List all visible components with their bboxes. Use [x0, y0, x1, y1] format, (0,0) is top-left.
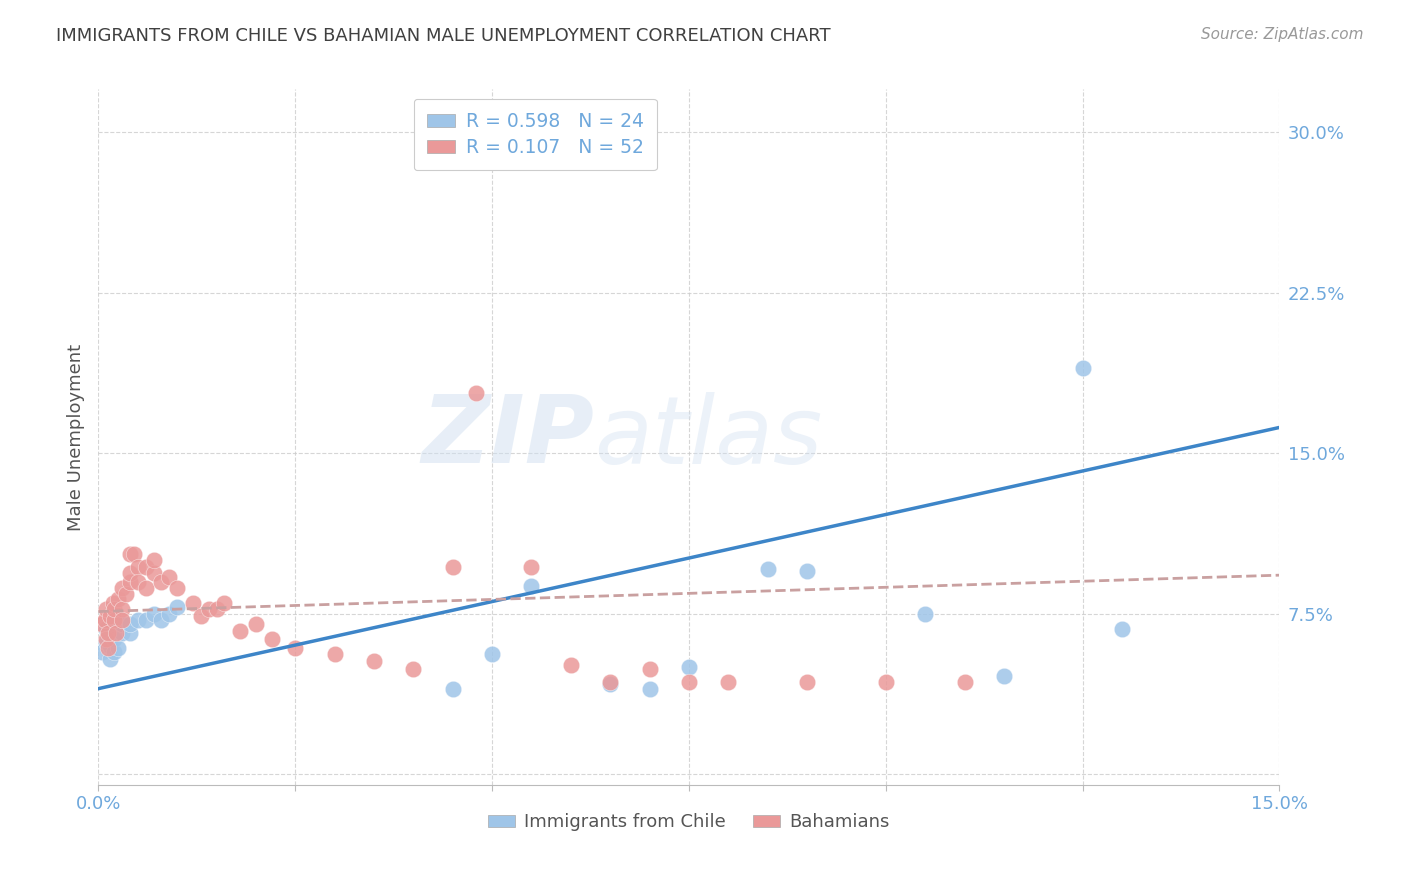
Point — [157, 570, 180, 584]
Point — [190, 608, 212, 623]
Point — [111, 581, 134, 595]
Point — [142, 566, 165, 580]
Point — [796, 675, 818, 690]
Point — [127, 613, 149, 627]
Point — [166, 600, 188, 615]
Point — [91, 645, 114, 659]
Point — [678, 675, 700, 690]
Point — [111, 626, 134, 640]
Text: atlas: atlas — [595, 392, 823, 483]
Point — [111, 613, 134, 627]
Y-axis label: Male Unemployment: Male Unemployment — [66, 343, 84, 531]
Point — [875, 675, 897, 690]
Text: IMMIGRANTS FROM CHILE VS BAHAMIAN MALE UNEMPLOYMENT CORRELATION CHART: IMMIGRANTS FROM CHILE VS BAHAMIAN MALE U… — [56, 27, 831, 45]
Point — [402, 662, 425, 676]
Point — [107, 591, 129, 606]
Point — [103, 613, 125, 627]
Point — [91, 617, 114, 632]
Point — [166, 581, 188, 595]
Point — [756, 562, 779, 576]
Point — [107, 640, 129, 655]
Point — [638, 662, 661, 676]
Point — [520, 559, 543, 574]
Text: Source: ZipAtlas.com: Source: ZipAtlas.com — [1201, 27, 1364, 42]
Point — [118, 566, 141, 580]
Point — [284, 640, 307, 655]
Point — [118, 626, 141, 640]
Point — [520, 579, 543, 593]
Point — [142, 553, 165, 567]
Point — [197, 602, 219, 616]
Point — [127, 559, 149, 574]
Point — [135, 581, 157, 595]
Point — [953, 675, 976, 690]
Point — [245, 617, 267, 632]
Point — [323, 648, 346, 662]
Point — [135, 559, 157, 574]
Point — [229, 624, 252, 638]
Point — [122, 547, 145, 561]
Point — [914, 607, 936, 621]
Point — [1071, 360, 1094, 375]
Point — [214, 596, 236, 610]
Point — [118, 547, 141, 561]
Point — [135, 613, 157, 627]
Point — [127, 574, 149, 589]
Point — [796, 564, 818, 578]
Point — [96, 632, 118, 647]
Point — [150, 613, 173, 627]
Point — [97, 626, 120, 640]
Point — [678, 660, 700, 674]
Point — [103, 602, 125, 616]
Point — [560, 658, 582, 673]
Point — [111, 617, 134, 632]
Text: ZIP: ZIP — [422, 391, 595, 483]
Point — [118, 574, 141, 589]
Point — [599, 675, 621, 690]
Point — [441, 681, 464, 696]
Point — [441, 559, 464, 574]
Point — [993, 669, 1015, 683]
Point — [115, 587, 138, 601]
Point — [599, 677, 621, 691]
Point — [717, 675, 740, 690]
Point — [93, 613, 115, 627]
Point — [98, 651, 121, 665]
Point — [103, 645, 125, 659]
Point — [205, 602, 228, 616]
Point — [465, 386, 488, 401]
Point — [260, 632, 283, 647]
Point — [98, 608, 121, 623]
Point — [181, 596, 204, 610]
Legend: Immigrants from Chile, Bahamians: Immigrants from Chile, Bahamians — [481, 806, 897, 838]
Point — [101, 596, 124, 610]
Point — [150, 574, 173, 589]
Point — [96, 602, 118, 616]
Point — [103, 632, 125, 647]
Point — [481, 648, 503, 662]
Point — [638, 681, 661, 696]
Point — [96, 622, 118, 636]
Point — [583, 136, 606, 150]
Point — [118, 617, 141, 632]
Point — [104, 626, 127, 640]
Point — [363, 654, 385, 668]
Point — [157, 607, 180, 621]
Point — [111, 602, 134, 616]
Point — [98, 639, 121, 653]
Point — [1111, 622, 1133, 636]
Point — [96, 634, 118, 648]
Point — [142, 607, 165, 621]
Point — [97, 640, 120, 655]
